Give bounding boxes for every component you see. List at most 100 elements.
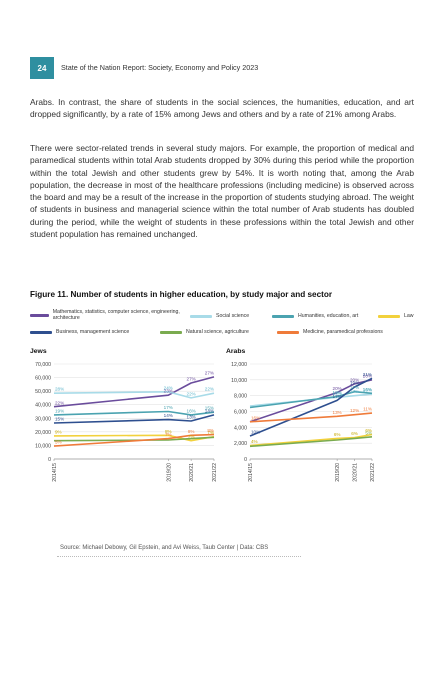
data-label: 15% xyxy=(205,406,214,411)
data-label: 16% xyxy=(363,388,372,393)
legend-label: Social science xyxy=(216,313,250,319)
legend-swatch xyxy=(30,330,52,334)
data-label: 27% xyxy=(205,370,214,375)
chart-legend: Mathematics, statistics, computer scienc… xyxy=(30,307,414,367)
data-label: 19% xyxy=(333,390,342,395)
data-label: 20% xyxy=(350,377,359,382)
y-tick-label: 70,000 xyxy=(35,362,51,368)
data-label: 17% xyxy=(350,385,359,390)
legend-swatch xyxy=(190,314,212,318)
y-tick-label: 30,000 xyxy=(35,416,51,422)
data-label: 15% xyxy=(55,417,64,422)
data-label: 10% xyxy=(251,430,260,435)
y-tick-label: 50,000 xyxy=(35,389,51,395)
data-label: 12% xyxy=(350,408,359,413)
data-label: 14% xyxy=(205,408,214,413)
data-label: 8% xyxy=(188,429,195,434)
data-label: 11% xyxy=(363,407,372,412)
chart-title-jews: Jews xyxy=(30,348,47,355)
data-label: 9% xyxy=(55,429,62,434)
legend-label: Mathematics, statistics, computer scienc… xyxy=(52,309,180,322)
data-label: 17% xyxy=(164,405,173,410)
legend-label: Natural science, agriculture xyxy=(186,329,249,335)
data-label: 17% xyxy=(333,394,342,399)
x-tick-label: 2019/20 xyxy=(335,463,341,482)
data-label: 13% xyxy=(333,410,342,415)
legend-item-math: Mathematics, statistics, computer scienc… xyxy=(30,309,185,322)
data-label: 23% xyxy=(164,389,173,394)
data-label: 14% xyxy=(164,413,173,418)
data-label: 22% xyxy=(205,387,214,392)
y-tick-label: 8,000 xyxy=(234,394,247,400)
y-tick-label: 10,000 xyxy=(231,378,247,384)
series-line xyxy=(249,436,373,448)
x-tick-label: 2021/22 xyxy=(212,463,218,482)
data-label: 16% xyxy=(251,415,260,420)
legend-label: Law xyxy=(404,313,414,319)
y-tick-label: 0 xyxy=(244,457,247,463)
x-tick-label: 2020/21 xyxy=(353,463,359,482)
legend-item-humanities: Humanities, education, art xyxy=(272,313,358,319)
figure-source: Source: Michael Debowy, Gil Epstein, and… xyxy=(60,545,269,551)
x-tick-label: 2014/15 xyxy=(52,463,58,482)
legend-label: Humanities, education, art xyxy=(298,313,359,319)
series-line xyxy=(53,436,215,442)
data-label: 7% xyxy=(165,432,172,437)
legend-item-business: Business, management science xyxy=(30,329,129,335)
data-label: 13% xyxy=(187,415,196,420)
series-line xyxy=(249,433,373,447)
series-line xyxy=(249,377,373,437)
y-tick-label: 4,000 xyxy=(234,425,247,431)
legend-swatch xyxy=(30,313,49,317)
chart-arabs: 0 2,000 4,000 6,000 8,000 10,000 12,000 2014/15… xyxy=(231,362,376,482)
y-tick-label: 10,000 xyxy=(35,443,51,449)
legend-label: Business, management science xyxy=(56,329,130,335)
data-label: 4% xyxy=(251,439,258,444)
y-tick-label: 60,000 xyxy=(35,376,51,382)
data-label: 7% xyxy=(188,434,195,439)
legend-swatch xyxy=(160,330,182,334)
legend-item-natural: Natural science, agriculture xyxy=(160,329,249,335)
x-tick-label: 2021/22 xyxy=(370,463,376,482)
data-label: 5% xyxy=(365,430,372,435)
data-label: 6% xyxy=(351,431,358,436)
data-label: 22% xyxy=(187,391,196,396)
data-label: 8% xyxy=(207,428,214,433)
data-label: 20% xyxy=(333,386,342,391)
y-tick-label: 40,000 xyxy=(35,403,51,409)
chart-jews: 0 10,000 20,000 30,000 40,000 50,000 60,000 70,… xyxy=(35,362,218,482)
y-tick-label: 2,000 xyxy=(234,441,247,447)
data-label: 27% xyxy=(187,377,196,382)
data-label: 5% xyxy=(55,440,62,445)
x-tick-label: 2014/15 xyxy=(248,463,254,482)
data-label: 8% xyxy=(165,429,172,434)
data-label: 19% xyxy=(333,391,342,396)
running-title: State of the Nation Report: Society, Eco… xyxy=(61,63,259,72)
data-label: 24% xyxy=(164,385,173,390)
data-label: 7% xyxy=(207,430,214,435)
data-label: 16% xyxy=(187,408,196,413)
series-line xyxy=(249,412,373,423)
data-label: 21% xyxy=(363,372,372,377)
data-label: 16% xyxy=(363,387,372,392)
data-label: 19% xyxy=(55,408,64,413)
legend-item-law: Law xyxy=(378,313,414,319)
series-line xyxy=(53,410,215,416)
legend-item-social: Social science xyxy=(190,313,249,319)
y-tick-label: 0 xyxy=(48,457,51,463)
page-number: 24 xyxy=(30,57,54,79)
legend-swatch xyxy=(272,314,294,318)
source-divider xyxy=(57,556,301,557)
paragraph-1: Arabs. In contrast, the share of student… xyxy=(30,97,414,120)
y-tick-label: 12,000 xyxy=(231,362,247,368)
series-line xyxy=(53,414,215,424)
data-label: 17% xyxy=(350,389,359,394)
data-label: 22% xyxy=(55,400,64,405)
chart-title-arabs: Arabs xyxy=(226,348,246,355)
paragraph-2: There were sector-related trends in seve… xyxy=(30,143,414,240)
legend-swatch xyxy=(378,314,400,318)
y-tick-label: 6,000 xyxy=(234,410,247,416)
series-line xyxy=(53,433,215,447)
data-label: 6% xyxy=(365,428,372,433)
data-label: 19% xyxy=(350,380,359,385)
